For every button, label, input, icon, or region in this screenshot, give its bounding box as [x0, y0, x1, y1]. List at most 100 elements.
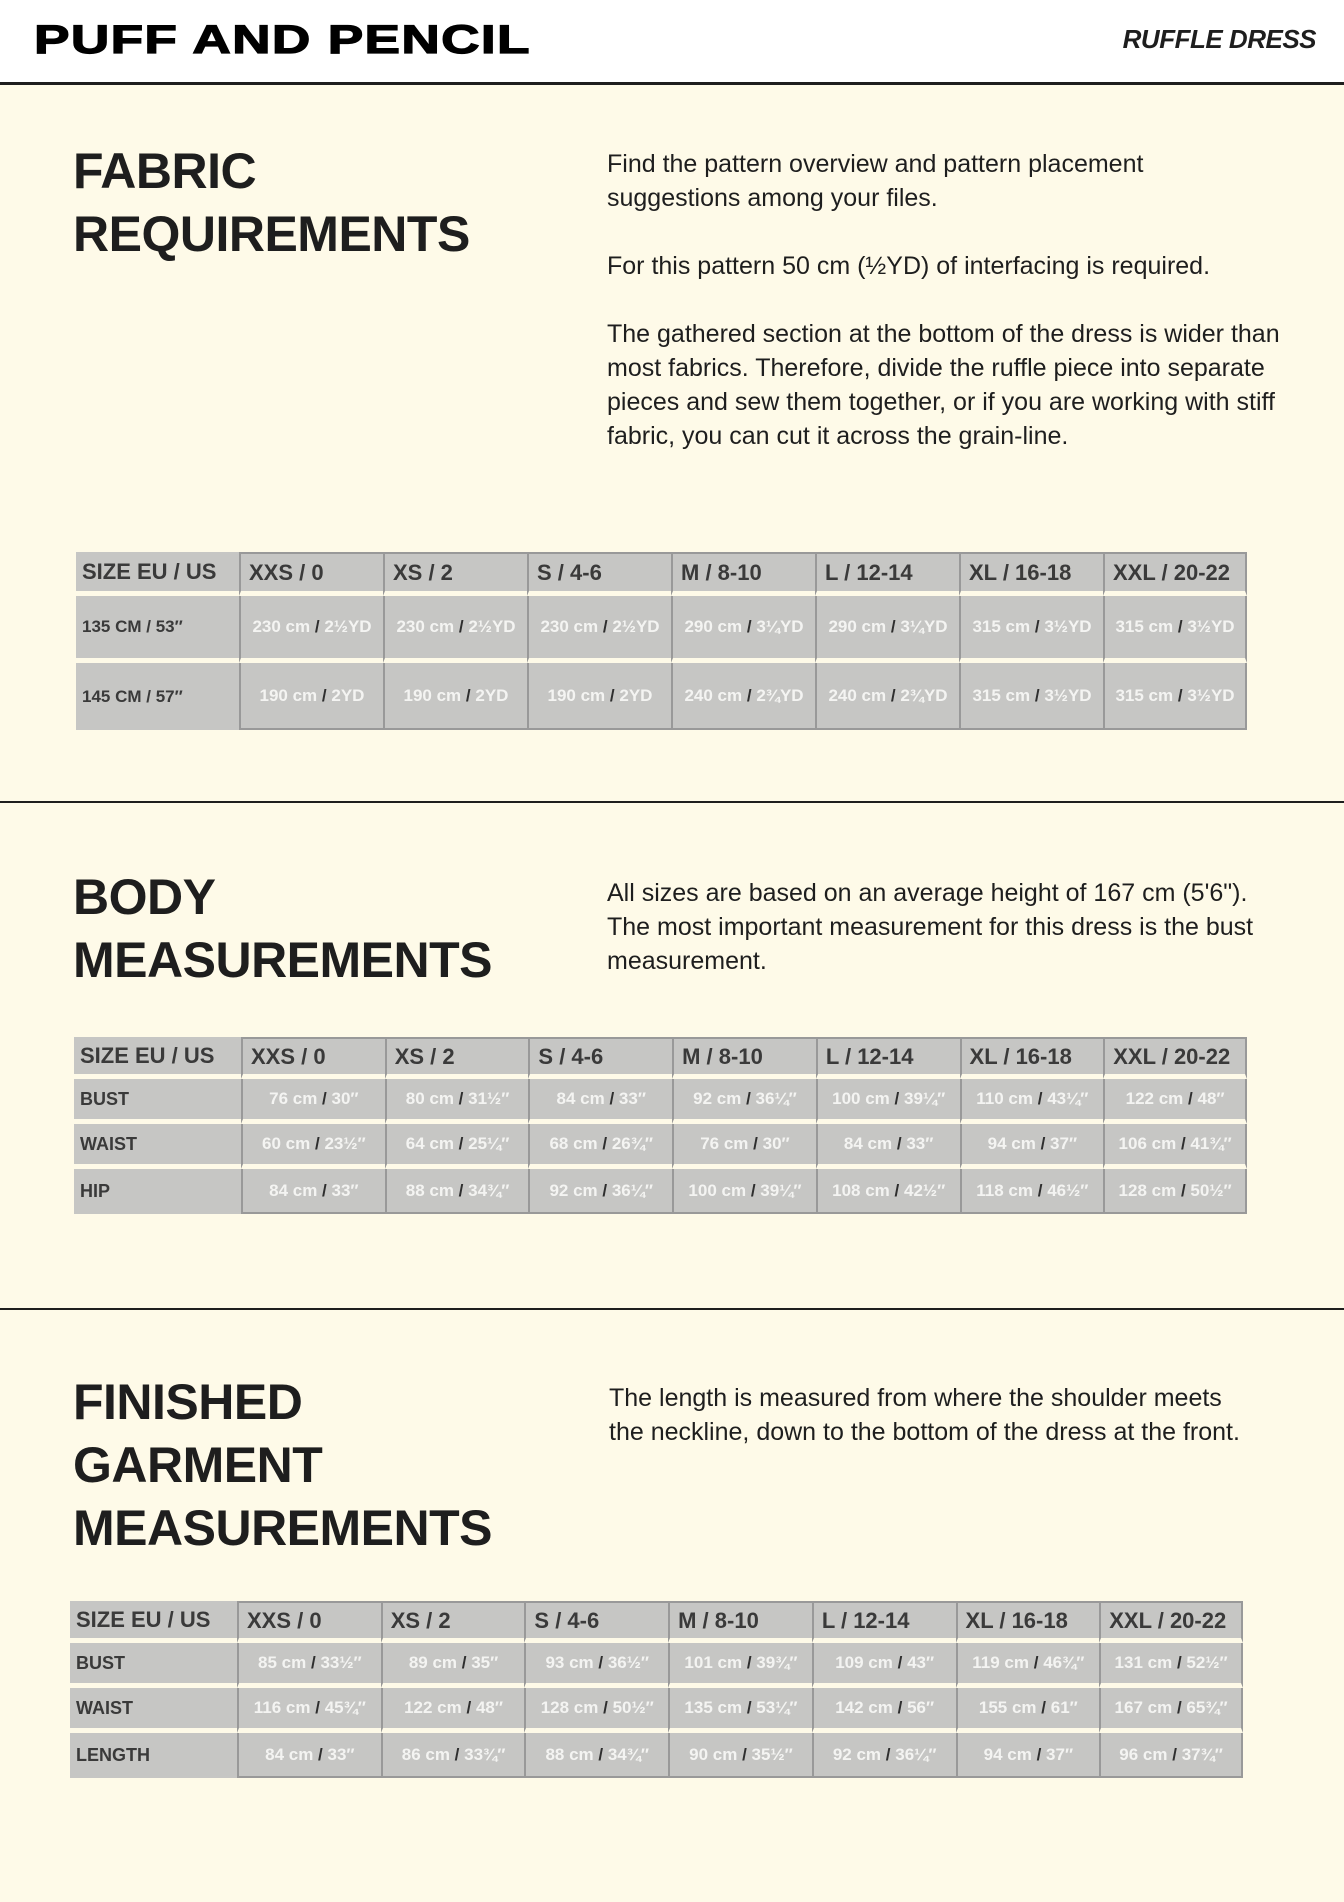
imperial-value: 36¼″: [895, 1744, 937, 1764]
metric-value: 290 cm: [828, 617, 887, 636]
size-header-cell: S / 4-6: [524, 1601, 669, 1643]
brand-logo: PUFF AND PENCIL: [33, 17, 531, 62]
metric-value: 89 cm: [408, 1653, 458, 1672]
value-separator: /: [750, 1180, 756, 1200]
size-header-cell: L / 12-14: [811, 1601, 956, 1643]
value-separator: /: [310, 1653, 316, 1672]
metric-value: 142 cm: [835, 1698, 893, 1717]
metric-value: 118 cm: [976, 1180, 1034, 1200]
imperial-value: 3½YD: [1187, 617, 1235, 636]
measurement-cell: 122 cm / 48″: [380, 1688, 525, 1733]
metric-value: 167 cm: [1114, 1698, 1173, 1717]
value-separator: /: [1037, 1180, 1043, 1200]
size-column-header: SIZE EU / US: [74, 1037, 241, 1079]
measurement-cell: 76 cm / 30″: [241, 1079, 385, 1124]
size-header-cell: M / 8-10: [672, 1037, 816, 1079]
imperial-value: 43¼″: [1047, 1089, 1089, 1108]
title-line: REQUIREMENTS: [73, 206, 470, 262]
metric-value: 230 cm: [540, 617, 599, 636]
value-separator: /: [1176, 1698, 1182, 1717]
size-header-cell: S / 4-6: [528, 1037, 673, 1079]
value-separator: /: [322, 1180, 327, 1200]
section-title: FABRIC REQUIREMENTS: [73, 140, 470, 266]
value-separator: /: [753, 1134, 758, 1153]
measurement-cell: 88 cm / 34¾″: [524, 1733, 669, 1778]
imperial-value: 35½″: [751, 1744, 793, 1764]
imperial-value: 37″: [1046, 1744, 1074, 1764]
size-column-header: SIZE EU / US: [70, 1601, 237, 1643]
value-separator: /: [1180, 1180, 1186, 1200]
value-separator: /: [314, 617, 320, 636]
measurement-cell: 122 cm / 48″: [1103, 1079, 1247, 1124]
measurement-cell: 131 cm / 52½″: [1099, 1643, 1243, 1688]
metric-value: 94 cm: [983, 1744, 1032, 1764]
measurement-cell: 230 cm / 2½YD: [527, 596, 671, 663]
imperial-value: 56″: [907, 1698, 935, 1717]
imperial-value: 36½″: [607, 1653, 650, 1672]
metric-value: 230 cm: [252, 617, 311, 636]
size-header-cell: S / 4-6: [527, 552, 671, 596]
measurement-cell: 290 cm / 3¼YD: [815, 596, 959, 663]
metric-value: 86 cm: [401, 1744, 450, 1764]
size-header-cell: M / 8-10: [671, 552, 815, 596]
imperial-value: 2½YD: [612, 617, 660, 636]
value-separator: /: [1177, 685, 1183, 705]
size-header-cell: XXL / 20-22: [1099, 1601, 1243, 1643]
metric-value: 84 cm: [269, 1180, 318, 1200]
measurement-cell: 89 cm / 35″: [380, 1643, 525, 1688]
measurement-cell: 155 cm / 61″: [955, 1688, 1100, 1733]
paragraph: The gathered section at the bottom of th…: [607, 320, 1280, 450]
metric-value: 131 cm: [1114, 1653, 1173, 1672]
imperial-value: 26¾″: [611, 1134, 654, 1153]
imperial-value: 37¾″: [1181, 1744, 1223, 1764]
measurement-cell: 290 cm / 3¼YD: [671, 596, 815, 663]
metric-value: 110 cm: [976, 1089, 1034, 1108]
value-separator: /: [1188, 1089, 1193, 1108]
value-separator: /: [897, 1653, 903, 1672]
imperial-value: 33″: [331, 1180, 359, 1200]
imperial-value: 34¾″: [607, 1744, 650, 1764]
imperial-value: 3¼YD: [756, 617, 804, 636]
measurement-cell: 80 cm / 31½″: [384, 1079, 529, 1124]
metric-value: 100 cm: [688, 1180, 747, 1200]
table-row: WAIST 60 cm / 23½″ 64 cm / 25¼″ 68 cm / 26¾…: [74, 1124, 1247, 1169]
value-separator: /: [315, 1698, 320, 1717]
imperial-value: 48″: [1197, 1089, 1225, 1108]
measurement-cell: 118 cm / 46½″: [959, 1169, 1104, 1214]
measurement-cell: 315 cm / 3½YD: [1103, 663, 1247, 730]
imperial-value: 39¾″: [756, 1653, 798, 1672]
measurement-cell: 88 cm / 34¾″: [384, 1169, 529, 1214]
imperial-value: 37″: [1050, 1134, 1078, 1153]
measurement-cell: 90 cm / 35½″: [668, 1733, 812, 1778]
measurement-cell: 100 cm / 39¼″: [815, 1079, 960, 1124]
imperial-value: 3½YD: [1044, 685, 1092, 705]
value-separator: /: [746, 685, 752, 705]
imperial-value: 3½YD: [1187, 685, 1235, 705]
metric-value: 68 cm: [549, 1134, 598, 1153]
measurement-cell: 84 cm / 33″: [241, 1169, 385, 1214]
imperial-value: 46¾″: [1043, 1653, 1085, 1672]
measurement-cell: 84 cm / 33″: [815, 1124, 960, 1169]
imperial-value: 48″: [475, 1698, 504, 1717]
metric-value: 88 cm: [545, 1744, 594, 1764]
value-separator: /: [458, 1134, 464, 1153]
value-separator: /: [890, 685, 896, 705]
measurement-cell: 110 cm / 43¼″: [959, 1079, 1104, 1124]
value-separator: /: [322, 1089, 327, 1108]
value-separator: /: [598, 1744, 604, 1764]
measurement-cell: 128 cm / 50½″: [524, 1688, 669, 1733]
value-separator: /: [314, 1134, 320, 1153]
value-separator: /: [458, 1180, 464, 1200]
size-header-cell: XS / 2: [380, 1601, 525, 1643]
metric-value: 122 cm: [404, 1698, 462, 1717]
value-separator: /: [885, 1744, 891, 1764]
imperial-value: 33″: [906, 1134, 934, 1153]
value-separator: /: [1033, 1653, 1039, 1672]
value-separator: /: [609, 685, 615, 705]
imperial-value: 3½YD: [1044, 617, 1092, 636]
value-separator: /: [318, 1744, 323, 1764]
measurement-cell: 92 cm / 36¼″: [528, 1169, 673, 1214]
